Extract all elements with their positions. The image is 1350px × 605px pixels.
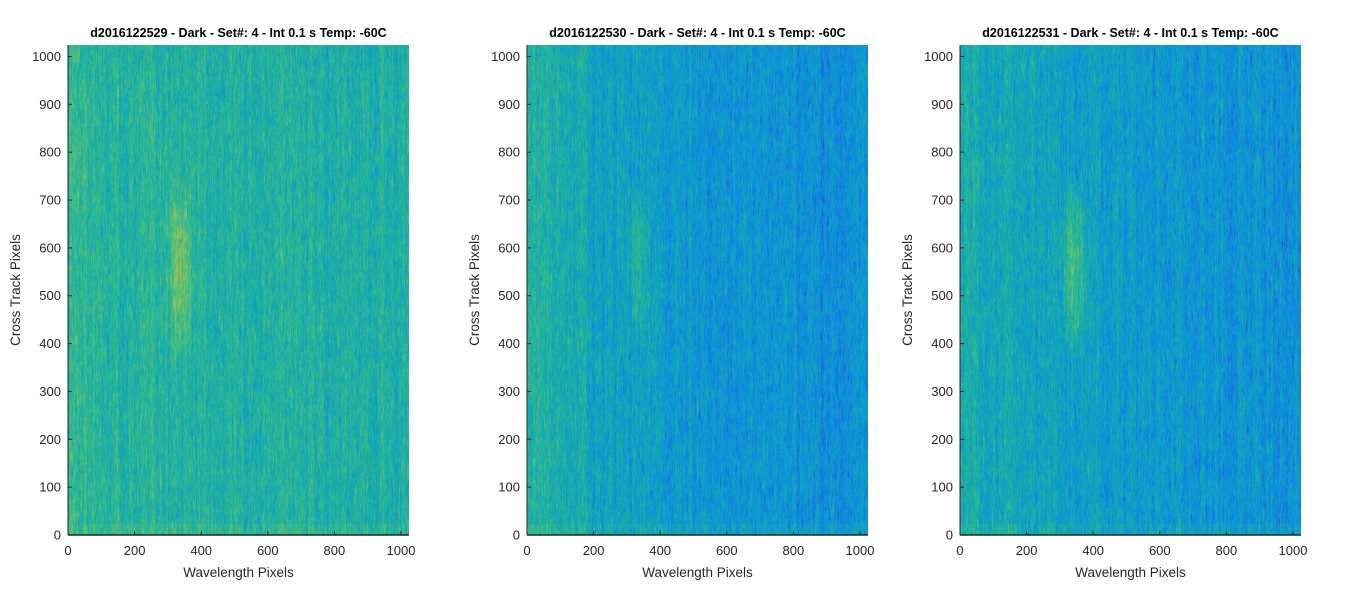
y-tick-label: 1000 xyxy=(491,49,520,64)
y-tick-label: 500 xyxy=(498,288,520,303)
x-tick-label: 600 xyxy=(1149,543,1171,558)
x-tick-label: 1000 xyxy=(1279,543,1308,558)
y-tick-label: 400 xyxy=(931,336,953,351)
y-tick-label: 200 xyxy=(498,432,520,447)
y-tick-label: 300 xyxy=(39,384,61,399)
x-tick-label: 0 xyxy=(956,543,963,558)
y-tick-label: 0 xyxy=(54,528,61,543)
x-tick-label: 600 xyxy=(257,543,279,558)
y-tick-label: 600 xyxy=(39,240,61,255)
y-tick-label: 600 xyxy=(931,240,953,255)
y-tick-label: 300 xyxy=(931,384,953,399)
chart-panel-2: 0 200 400 600 800 1000 0 100 200 300 400 500 600 700 8… xyxy=(467,26,874,580)
y-axis-label: Cross Track Pixels xyxy=(467,234,482,346)
chart-panel-1: 0 200 400 600 800 1000 0 100 200 300 400 500 600 700 8… xyxy=(8,26,415,580)
y-tick-label: 0 xyxy=(946,528,953,543)
x-tick-label: 200 xyxy=(1016,543,1038,558)
x-tick-label: 600 xyxy=(716,543,738,558)
y-tick-label: 400 xyxy=(498,336,520,351)
x-axis-label: Wavelength Pixels xyxy=(1075,565,1186,580)
y-axis-label: Cross Track Pixels xyxy=(900,234,915,346)
heatmap-image xyxy=(68,45,409,535)
chart-title: d2016122531 - Dark - Set#: 4 - Int 0.1 s… xyxy=(982,26,1278,40)
x-tick-label: 400 xyxy=(190,543,212,558)
y-tick-label: 100 xyxy=(931,480,953,495)
heatmap-image xyxy=(527,45,868,535)
y-tick-label: 800 xyxy=(498,145,520,160)
y-tick-label: 500 xyxy=(39,288,61,303)
x-tick-label: 1000 xyxy=(387,543,416,558)
x-tick-label: 0 xyxy=(523,543,530,558)
x-tick-label: 800 xyxy=(783,543,805,558)
x-tick-label: 0 xyxy=(64,543,71,558)
y-tick-label: 200 xyxy=(931,432,953,447)
chart-title: d2016122530 - Dark - Set#: 4 - Int 0.1 s… xyxy=(549,26,845,40)
y-tick-label: 900 xyxy=(498,97,520,112)
y-tick-label: 900 xyxy=(39,97,61,112)
x-axis-label: Wavelength Pixels xyxy=(183,565,294,580)
y-tick-label: 700 xyxy=(498,193,520,208)
y-tick-label: 700 xyxy=(931,193,953,208)
y-tick-label: 400 xyxy=(39,336,61,351)
y-tick-label: 100 xyxy=(39,480,61,495)
y-tick-label: 0 xyxy=(513,528,520,543)
y-tick-label: 600 xyxy=(498,240,520,255)
x-tick-label: 800 xyxy=(1216,543,1238,558)
heatmap-image xyxy=(960,45,1301,535)
x-tick-label: 800 xyxy=(324,543,346,558)
y-tick-label: 1000 xyxy=(32,49,61,64)
y-tick-label: 1000 xyxy=(924,49,953,64)
y-tick-label: 900 xyxy=(931,97,953,112)
y-axis-label: Cross Track Pixels xyxy=(8,234,23,346)
chart-panel-3: 0 200 400 600 800 1000 0 100 200 300 400 500 600 700 8… xyxy=(900,26,1307,580)
y-tick-label: 500 xyxy=(931,288,953,303)
x-tick-label: 200 xyxy=(583,543,605,558)
x-tick-label: 1000 xyxy=(846,543,875,558)
x-tick-label: 400 xyxy=(1082,543,1104,558)
y-tick-label: 800 xyxy=(39,145,61,160)
y-tick-label: 200 xyxy=(39,432,61,447)
x-tick-label: 400 xyxy=(649,543,671,558)
x-tick-label: 200 xyxy=(124,543,146,558)
y-tick-label: 800 xyxy=(931,145,953,160)
y-tick-label: 300 xyxy=(498,384,520,399)
chart-title: d2016122529 - Dark - Set#: 4 - Int 0.1 s… xyxy=(90,26,386,40)
y-tick-label: 100 xyxy=(498,480,520,495)
x-axis-label: Wavelength Pixels xyxy=(642,565,753,580)
y-tick-label: 700 xyxy=(39,193,61,208)
